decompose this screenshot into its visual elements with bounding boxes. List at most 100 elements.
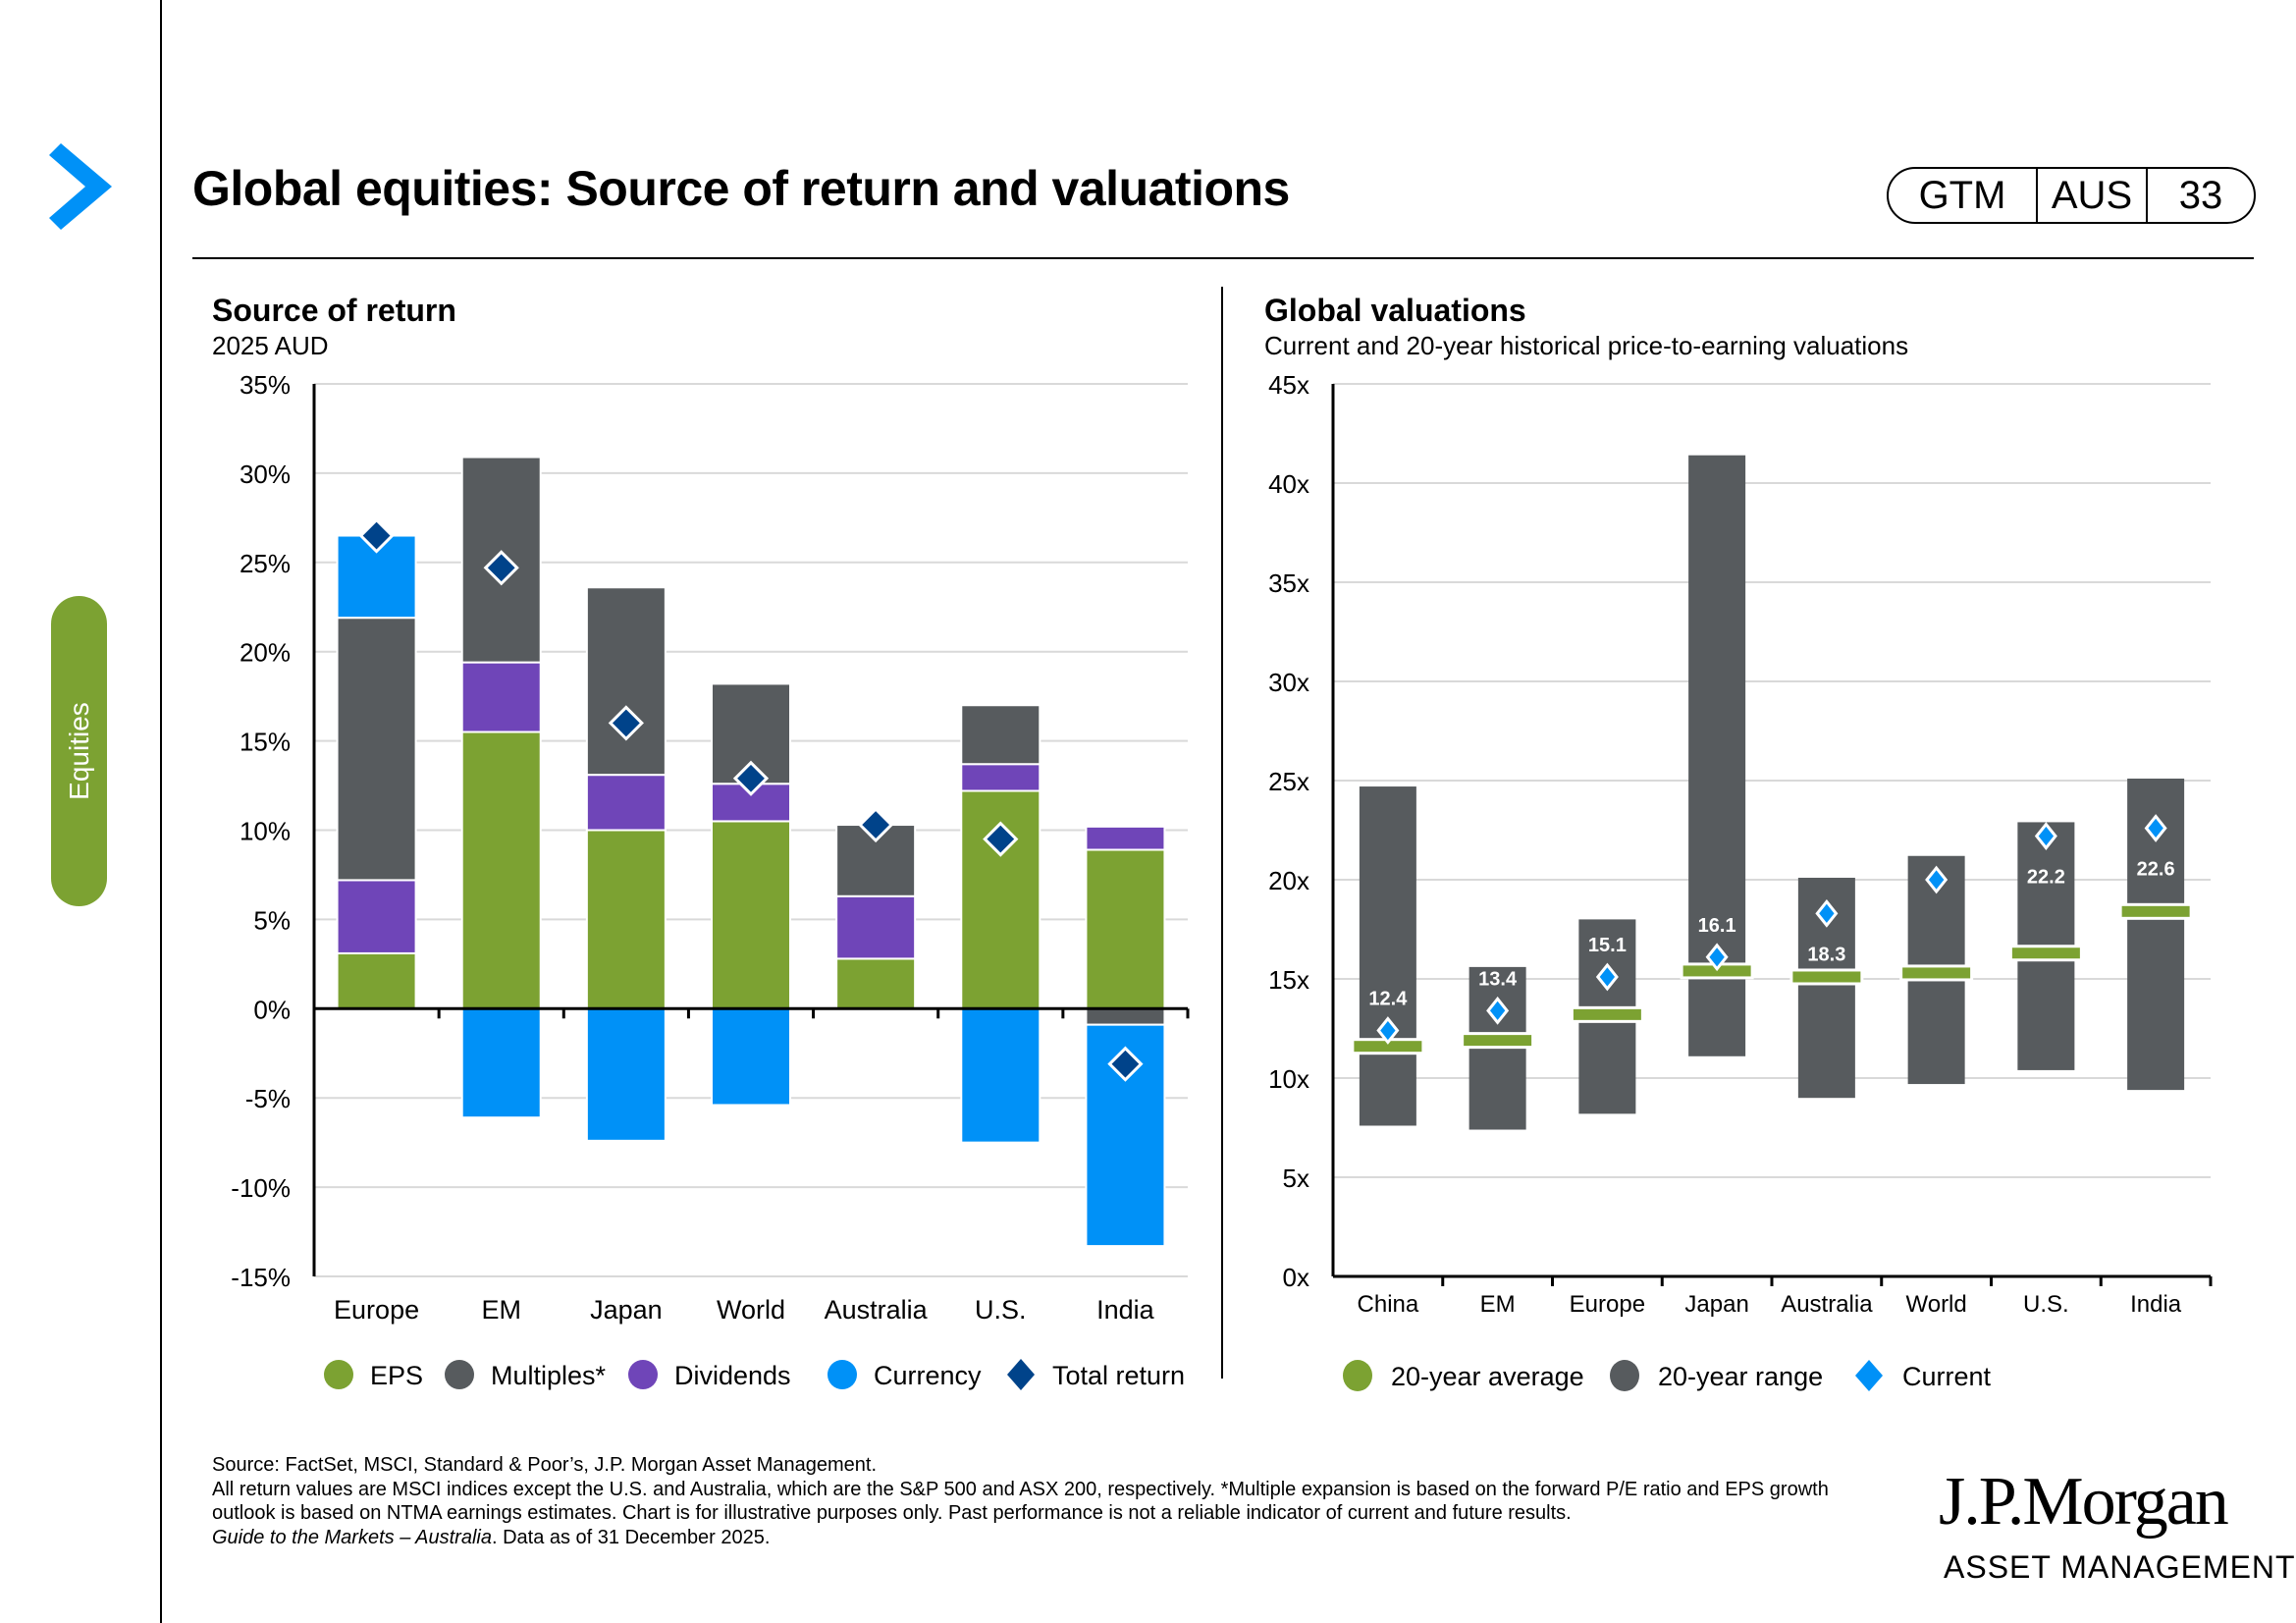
x-category-label: EM xyxy=(1480,1291,1516,1318)
bar-segment-dividends xyxy=(336,879,417,954)
y-tick-label: 10% xyxy=(240,817,291,846)
y-tick-label: 10x xyxy=(1268,1064,1309,1094)
chart1-subtitle: 2025 AUD xyxy=(212,331,329,360)
legend-label: 20-year range xyxy=(1658,1362,1823,1391)
bar-segment-eps xyxy=(460,730,542,1010)
current-marker xyxy=(1376,1016,1400,1045)
y-tick-label: 0% xyxy=(253,995,291,1024)
average-marker xyxy=(2008,945,2083,962)
footer-disclaimer: All return values are MSCI indices excep… xyxy=(212,1478,1829,1525)
x-category-label: India xyxy=(2130,1291,2182,1318)
legend-label: Currency xyxy=(874,1361,982,1390)
footer-guide-title: Guide to the Markets – Australia xyxy=(212,1526,492,1548)
legend-swatch xyxy=(628,1360,658,1389)
total-return-marker xyxy=(483,550,519,586)
bar-segment-dividends xyxy=(1085,825,1166,851)
current-value-label: 18.3 xyxy=(1807,944,1845,965)
total-return-marker xyxy=(983,821,1019,857)
badge-region: AUS xyxy=(2038,169,2148,222)
average-marker xyxy=(1570,1005,1644,1023)
y-tick-label: -10% xyxy=(231,1173,291,1203)
legend-swatch xyxy=(1610,1360,1639,1391)
current-marker xyxy=(1925,865,1949,894)
page-badge: GTM AUS 33 xyxy=(1887,167,2256,224)
total-return-marker xyxy=(858,806,894,843)
current-marker xyxy=(2144,814,2167,842)
bar-segment-multiples xyxy=(1085,1007,1166,1026)
y-tick-label: 35% xyxy=(240,370,291,400)
header-rule xyxy=(192,257,2254,259)
jpmorgan-logo: J.P.Morgan xyxy=(1939,1464,2229,1540)
average-marker xyxy=(2118,902,2193,920)
bar-segment-multiples xyxy=(585,586,667,777)
bar-segment-dividends xyxy=(460,661,542,733)
y-tick-label: 20x xyxy=(1268,866,1309,895)
x-category-label: Australia xyxy=(825,1295,929,1325)
bar-segment-currency xyxy=(960,1007,1041,1144)
legend-swatch xyxy=(1855,1360,1883,1391)
bar-segment-dividends xyxy=(960,763,1041,792)
current-value-label: 13.4 xyxy=(1478,968,1518,990)
footer-guide: Guide to the Markets – Australia. Data a… xyxy=(212,1526,1881,1550)
x-category-label: Europe xyxy=(334,1295,419,1325)
badge-page-number: 33 xyxy=(2178,173,2223,217)
x-category-label: Australia xyxy=(1781,1291,1873,1318)
chart-divider xyxy=(1221,287,1223,1379)
y-tick-label: 40x xyxy=(1268,469,1309,499)
total-return-marker xyxy=(608,705,644,741)
current-value-label: 22.6 xyxy=(2137,858,2175,880)
bar-segment-eps xyxy=(711,820,791,1010)
total-return-marker xyxy=(1107,1046,1144,1082)
bar-segment-currency xyxy=(711,1007,791,1107)
legend-swatch xyxy=(1343,1360,1372,1391)
current-marker xyxy=(1486,996,1510,1025)
y-tick-label: -15% xyxy=(231,1263,291,1292)
y-tick-label: 25% xyxy=(240,549,291,578)
bar-segment-dividends xyxy=(835,894,917,960)
y-tick-label: 15x xyxy=(1268,965,1309,995)
legend-swatch xyxy=(324,1360,353,1389)
y-tick-label: 45x xyxy=(1268,370,1309,400)
chart2-title: Global valuations xyxy=(1264,293,1526,328)
bar-segment-multiples xyxy=(960,704,1041,766)
y-tick-label: 25x xyxy=(1268,767,1309,796)
x-category-label: U.S. xyxy=(975,1295,1027,1325)
current-value-label: 12.4 xyxy=(1368,989,1408,1010)
x-category-label: India xyxy=(1096,1295,1155,1325)
bar-segment-multiples xyxy=(336,617,417,882)
legend-label: Multiples* xyxy=(491,1361,607,1390)
x-category-label: World xyxy=(717,1295,785,1325)
y-tick-label: 30x xyxy=(1268,668,1309,697)
y-tick-label: 15% xyxy=(240,728,291,757)
chart1-title: Source of return xyxy=(212,293,456,328)
range-bar xyxy=(1359,786,1416,1126)
legend-swatch xyxy=(828,1360,857,1389)
bar-segment-currency xyxy=(585,1007,667,1142)
x-category-label: Japan xyxy=(1684,1291,1748,1318)
footer-data-date: . Data as of 31 December 2025. xyxy=(491,1526,771,1548)
current-marker xyxy=(1705,943,1729,972)
bar-segment-eps xyxy=(1085,848,1166,1010)
total-return-marker xyxy=(358,517,395,554)
x-category-label: World xyxy=(1906,1291,1967,1318)
y-tick-label: 0x xyxy=(1283,1263,1309,1292)
x-category-label: Japan xyxy=(590,1295,663,1325)
average-marker xyxy=(1789,968,1864,986)
footer-source: Source: FactSet, MSCI, Standard & Poor’s… xyxy=(212,1454,878,1476)
legend-label: Current xyxy=(1902,1362,1992,1391)
current-marker xyxy=(1815,898,1839,928)
asset-management-logo-text: ASSET MANAGEMENT xyxy=(1944,1549,2296,1585)
bar-segment-currency xyxy=(460,1007,542,1119)
bar-segment-eps xyxy=(336,951,417,1010)
legend-label: EPS xyxy=(370,1361,423,1390)
y-tick-label: 30% xyxy=(240,460,291,489)
y-tick-label: 35x xyxy=(1268,568,1309,598)
x-category-label: U.S. xyxy=(2023,1291,2069,1318)
current-value-label: 22.2 xyxy=(2027,867,2065,889)
average-marker xyxy=(1899,964,1974,982)
section-tab-equities[interactable]: Equities xyxy=(51,596,107,906)
y-tick-label: 20% xyxy=(240,638,291,668)
total-return-marker xyxy=(732,760,770,796)
current-value-label: 16.1 xyxy=(1698,915,1736,937)
